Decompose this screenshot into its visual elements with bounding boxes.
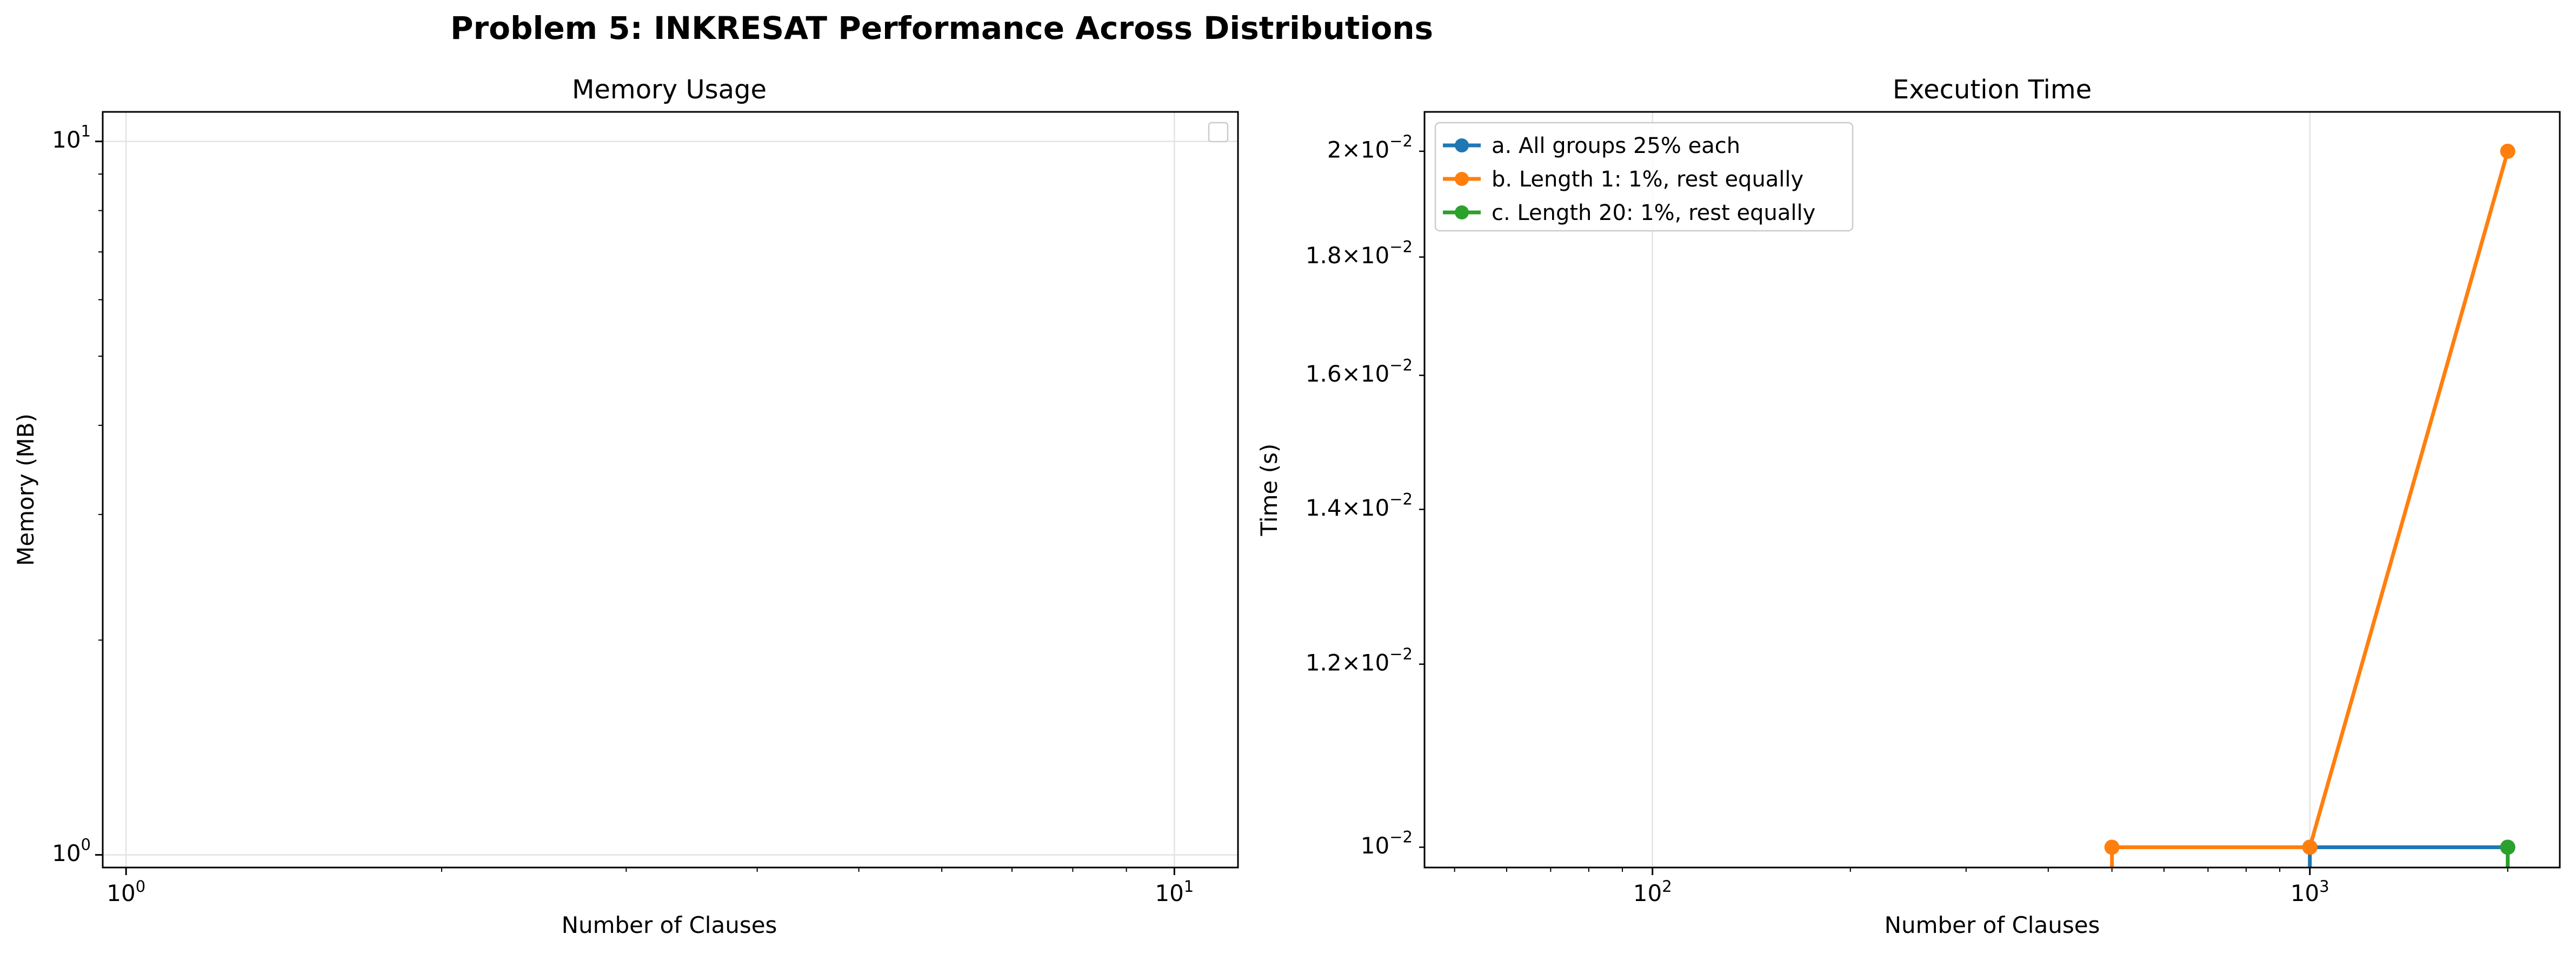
- memory-plot-area: [102, 111, 1239, 869]
- legend-b-swatch-marker: [1455, 172, 1469, 186]
- panel-title-memory: Memory Usage: [572, 75, 767, 105]
- time-plot-area: [1423, 111, 2561, 869]
- legend-a-label: a. All groups 25% each: [1492, 134, 1740, 158]
- figure-title: Problem 5: INKRESAT Performance Across D…: [450, 10, 1433, 46]
- series-b-point: [2302, 839, 2318, 855]
- series-c-point: [2500, 839, 2515, 855]
- legend-c-swatch-marker: [1455, 205, 1469, 219]
- time-legend: a. All groups 25% each b. Length 1: 1%, r…: [1434, 122, 1854, 232]
- legend-a-swatch-marker: [1455, 138, 1469, 152]
- time-x-axis-label: Number of Clauses: [1885, 912, 2100, 938]
- panel-title-time: Execution Time: [1893, 75, 2092, 105]
- time-legend-frame: [1434, 122, 1854, 232]
- time-y-tick-label: 1.8×10−2: [1306, 238, 1413, 269]
- legend-b-label: b. Length 1: 1%, rest equally: [1492, 167, 1803, 192]
- time-y-axis-label: Time (s): [1256, 444, 1282, 537]
- legend-c-label: c. Length 20: 1%, rest equally: [1492, 201, 1815, 225]
- time-y-tick-label: 1.2×10−2: [1306, 645, 1413, 676]
- series-b-point: [2104, 839, 2120, 855]
- series-b-point: [2500, 143, 2515, 159]
- memory-x-axis-label: Number of Clauses: [562, 912, 777, 938]
- memory-legend-box: [1208, 122, 1229, 143]
- memory-y-axis-label: Memory (MB): [12, 413, 39, 566]
- time-x-tick-label: 103: [2291, 877, 2329, 906]
